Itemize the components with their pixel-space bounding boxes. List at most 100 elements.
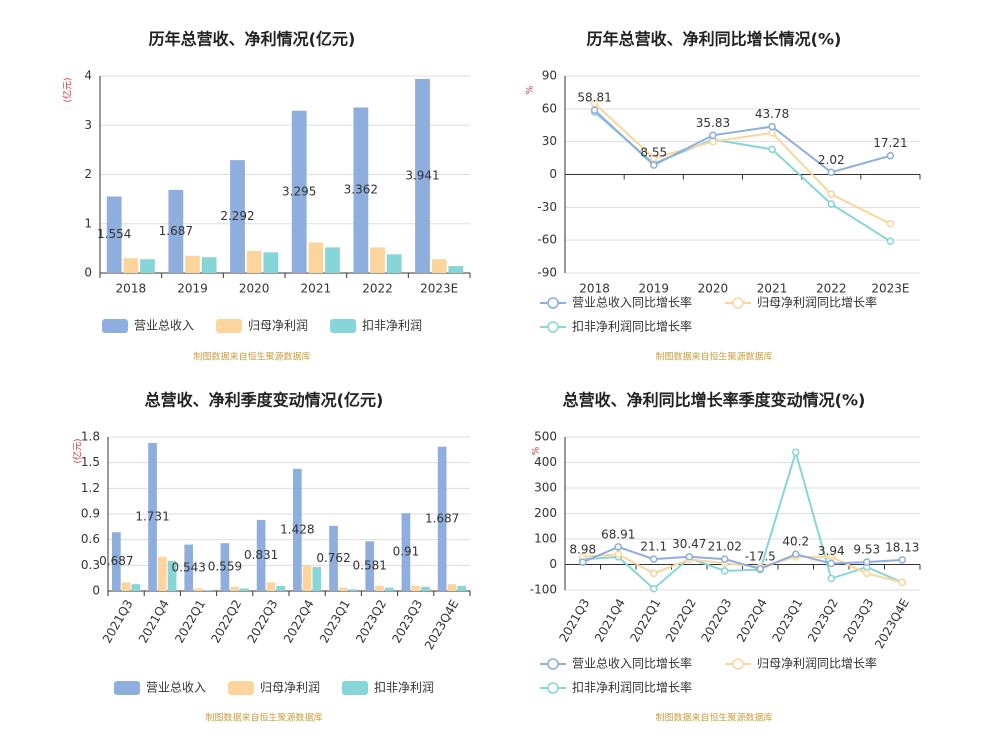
y-tick-label: 500 bbox=[534, 430, 557, 444]
point bbox=[886, 237, 895, 246]
y-tick-label: -60 bbox=[537, 233, 557, 247]
bar bbox=[312, 567, 322, 591]
legend-label: 营业总收入 bbox=[146, 681, 206, 695]
data-label: 21.02 bbox=[708, 540, 742, 554]
series-line bbox=[593, 109, 891, 174]
legend-swatch bbox=[330, 319, 356, 333]
data-label: 0.581 bbox=[353, 559, 387, 573]
x-tick-label: 2022 bbox=[362, 282, 393, 296]
point bbox=[827, 559, 835, 568]
point bbox=[863, 558, 871, 566]
bar bbox=[246, 250, 262, 273]
y-tick-label: 0.6 bbox=[81, 532, 100, 546]
bar bbox=[308, 242, 324, 273]
point bbox=[685, 552, 693, 561]
data-label: 35.83 bbox=[696, 116, 730, 130]
data-label: 0.831 bbox=[244, 548, 278, 562]
legend-marker bbox=[547, 682, 559, 694]
point bbox=[614, 550, 622, 559]
chart-title: 历年总营收、净利情况(亿元) bbox=[149, 30, 356, 49]
bar bbox=[230, 160, 245, 273]
data-label: 40.2 bbox=[782, 535, 809, 549]
x-tick-label: 2021Q4 bbox=[592, 596, 628, 644]
x-tick-label: 2021Q3 bbox=[100, 597, 136, 645]
series-line bbox=[582, 545, 903, 571]
data-label: 68.91 bbox=[601, 527, 635, 541]
point bbox=[886, 220, 895, 228]
point bbox=[709, 137, 717, 146]
x-tick-label: 2021Q4 bbox=[136, 597, 172, 645]
data-label: 58.81 bbox=[577, 91, 611, 105]
chart-title: 总营收、净利同比增长率季度变动情况(%) bbox=[563, 391, 866, 410]
bar bbox=[384, 587, 394, 591]
data-label: 0.559 bbox=[208, 560, 242, 574]
legend-label: 扣非净利润同比增长率 bbox=[572, 680, 692, 695]
bar bbox=[184, 544, 194, 591]
point bbox=[886, 151, 895, 160]
bar bbox=[291, 110, 307, 273]
data-label: 30.47 bbox=[672, 537, 706, 551]
chart: 总营收、净利季度变动情况(亿元)(亿元)制图数据来自恒生聚源数据库00.30.6… bbox=[72, 391, 471, 724]
legend-swatch bbox=[216, 319, 242, 333]
point bbox=[650, 569, 658, 578]
x-tick-label: 2022Q4 bbox=[734, 596, 770, 644]
point bbox=[650, 161, 658, 169]
bar bbox=[157, 556, 167, 591]
point bbox=[590, 99, 599, 108]
chart: 历年总营收、净利情况(亿元) (亿元) 制图数据来自恒生聚源数据库 0 1 2 3 4 2018… bbox=[62, 30, 471, 363]
x-tick-label: 2022Q3 bbox=[245, 597, 281, 645]
point bbox=[590, 106, 599, 114]
data-label: 18.13 bbox=[885, 540, 919, 554]
bar bbox=[111, 532, 121, 591]
data-label: 1.687 bbox=[425, 511, 459, 525]
y-tick-label: 30 bbox=[542, 134, 557, 148]
data-label: 1.687 bbox=[159, 224, 193, 238]
bar bbox=[448, 266, 464, 273]
bar bbox=[401, 513, 411, 591]
source-note: 制图数据来自恒生聚源数据库 bbox=[193, 351, 310, 363]
bar bbox=[121, 582, 131, 591]
y-tick-label: 1.5 bbox=[81, 455, 100, 469]
x-tick-label: 2022Q2 bbox=[208, 597, 244, 645]
data-label: 0.543 bbox=[172, 560, 206, 574]
series-line bbox=[582, 448, 903, 591]
x-tick-label: 2021Q3 bbox=[556, 596, 592, 644]
y-tick-label: 400 bbox=[534, 455, 557, 469]
data-label: 1.428 bbox=[280, 522, 314, 536]
point bbox=[614, 543, 622, 551]
bar bbox=[131, 584, 141, 591]
legend-marker bbox=[732, 297, 744, 309]
y-axis-label: % bbox=[526, 85, 536, 94]
data-label: 43.78 bbox=[755, 107, 789, 121]
bar bbox=[256, 519, 266, 591]
point bbox=[721, 555, 729, 563]
y-tick-label: 2 bbox=[84, 167, 92, 181]
x-tick-label: 2022Q1 bbox=[172, 597, 208, 645]
data-label: 3.94 bbox=[818, 544, 845, 558]
source-note: 制图数据来自恒生聚源数据库 bbox=[655, 712, 772, 724]
data-label: 3.295 bbox=[282, 184, 316, 198]
data-label: 17.21 bbox=[873, 136, 907, 150]
y-tick-label: 0 bbox=[84, 266, 92, 280]
chart: 历年总营收、净利同比增长情况(%)% 制图数据来自恒生聚源数据库 -90 -60 -30… bbox=[526, 30, 921, 363]
y-tick-label: 0 bbox=[549, 557, 557, 571]
data-label: 3.362 bbox=[344, 183, 378, 197]
source-note: 制图数据来自恒生聚源数据库 bbox=[655, 351, 772, 363]
point bbox=[827, 200, 835, 208]
y-axis-label: (亿元) bbox=[62, 77, 74, 102]
x-tick-label: 2023Q3 bbox=[840, 596, 876, 644]
bar bbox=[168, 189, 184, 273]
legend-label: 营业总收入同比增长率 bbox=[572, 656, 692, 671]
legend-marker bbox=[547, 658, 559, 670]
x-tick-label: 2022Q3 bbox=[698, 596, 734, 644]
y-tick-label: 0 bbox=[92, 584, 100, 598]
x-tick-label: 2018 bbox=[116, 282, 147, 296]
y-tick-label: 300 bbox=[534, 481, 557, 495]
bar bbox=[230, 586, 240, 591]
legend-label: 归母净利润同比增长率 bbox=[757, 295, 877, 310]
bar bbox=[185, 255, 200, 273]
x-tick-label: 2023Q4E bbox=[872, 596, 912, 651]
legend-label: 归母净利润 bbox=[248, 319, 308, 333]
point bbox=[709, 131, 717, 140]
